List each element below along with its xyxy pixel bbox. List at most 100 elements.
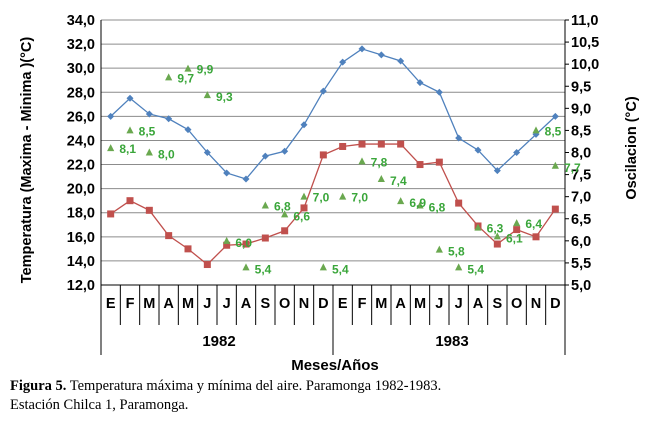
x-category-label: N	[299, 296, 309, 312]
x-category-label: A	[395, 296, 406, 312]
marker-osc	[184, 64, 192, 72]
data-label-osc: 8,5	[545, 124, 562, 138]
x-category-label: A	[163, 296, 174, 312]
data-label-osc: 6,8	[274, 200, 291, 214]
marker-osc	[126, 126, 134, 134]
marker-osc	[339, 192, 347, 200]
marker-osc	[435, 245, 443, 253]
marker-min	[532, 233, 540, 241]
marker-osc	[513, 219, 521, 227]
marker-max	[184, 126, 192, 134]
marker-osc	[223, 236, 231, 244]
marker-min	[319, 151, 327, 159]
y-tick-label: 32,0	[67, 37, 95, 53]
marker-osc	[107, 144, 115, 152]
data-label-osc: 8,1	[119, 142, 136, 156]
data-label-osc: 8,5	[139, 124, 156, 138]
year-label-1983: 1983	[435, 333, 468, 350]
marker-min	[339, 142, 347, 150]
x-category-label: J	[435, 296, 443, 312]
axes	[100, 19, 569, 355]
x-category-label: J	[455, 296, 463, 312]
right-tick-labels: 5,0 5,5 6,0 6,5 7,0 7,5 8,0 8,5 9,0 9,5 10,0 10,5 11…	[571, 13, 599, 294]
series-markers	[107, 45, 559, 271]
marker-max	[455, 134, 463, 142]
marker-min	[416, 161, 424, 169]
marker-osc	[397, 197, 405, 205]
marker-min	[551, 205, 559, 213]
data-label-osc: 7,0	[351, 191, 368, 205]
marker-min	[377, 140, 385, 148]
marker-osc	[377, 175, 385, 182]
y-tick-label: 22,0	[67, 158, 95, 174]
x-category-label: M	[182, 296, 194, 312]
x-category-label: E	[106, 296, 116, 312]
marker-osc	[358, 157, 366, 165]
y-right-tick-label: 9,5	[571, 79, 591, 95]
chart: 12,0 14,0 16,0 18,0 20,0 22,0 24,0 26,0 28,0 30,0…	[19, 13, 640, 374]
marker-min	[261, 234, 269, 242]
y-right-tick-label: 5,0	[571, 278, 591, 294]
x-axis-title: Meses/Años	[291, 357, 379, 374]
marker-max	[300, 121, 308, 129]
marker-min	[126, 197, 134, 205]
data-label-osc: 6,6	[293, 209, 310, 223]
marker-min	[242, 240, 250, 248]
data-label-osc: 5,4	[467, 262, 484, 276]
marker-max	[377, 51, 385, 59]
data-label-osc: 9,3	[216, 90, 233, 104]
marker-max	[165, 115, 173, 123]
x-category-label: F	[126, 296, 135, 312]
data-label-osc: 6,0	[235, 236, 252, 250]
data-label-osc: 5,4	[332, 262, 349, 276]
marker-min	[184, 245, 192, 253]
data-label-osc: 6,4	[525, 217, 542, 231]
marker-osc	[319, 263, 327, 271]
y-right-tick-label: 5,5	[571, 256, 591, 272]
marker-osc	[493, 232, 501, 240]
marker-max	[435, 88, 443, 96]
y-tick-label: 28,0	[67, 85, 95, 101]
y-right-tick-label: 6,0	[571, 234, 591, 250]
marker-osc	[551, 161, 559, 169]
marker-min	[145, 206, 153, 214]
y-right-tick-label: 7,0	[571, 190, 591, 206]
y-tick-label: 20,0	[67, 182, 95, 198]
x-category-label: M	[143, 296, 155, 312]
marker-min	[435, 158, 443, 166]
x-category-label: D	[318, 296, 328, 312]
y-tick-label: 12,0	[67, 278, 95, 294]
marker-osc	[532, 126, 540, 134]
y-axis-title-left: Temperatura (Maxima - Minima )(°C)	[19, 37, 35, 284]
data-label-osc: 8,0	[158, 148, 175, 162]
data-label-osc: 9,9	[197, 63, 214, 77]
marker-max	[223, 169, 231, 177]
y-axis-title-right: Oscilacion (°C)	[624, 96, 640, 199]
marker-osc	[203, 91, 211, 99]
y-right-tick-label: 10,5	[571, 35, 599, 51]
marker-min	[300, 204, 308, 212]
marker-osc	[416, 201, 424, 209]
marker-max	[126, 94, 134, 102]
data-label-osc: 7,8	[371, 155, 388, 169]
marker-max	[242, 175, 250, 183]
gridlines	[101, 19, 565, 286]
marker-osc	[145, 148, 153, 156]
marker-min	[358, 140, 366, 148]
marker-osc	[455, 263, 463, 271]
y-tick-label: 34,0	[67, 13, 95, 29]
x-category-label: N	[531, 296, 541, 312]
marker-min	[223, 241, 231, 249]
x-category-label: S	[260, 296, 270, 312]
year-label-1982: 1982	[202, 333, 235, 350]
marker-max	[358, 45, 366, 53]
marker-max	[261, 152, 269, 160]
marker-osc	[300, 192, 308, 200]
data-label-osc: 9,7	[177, 71, 194, 85]
marker-max	[493, 167, 501, 175]
x-category-label: J	[203, 296, 211, 312]
data-label-osc: 6,1	[506, 231, 523, 245]
x-category-label: E	[338, 296, 348, 312]
x-category-label: A	[473, 296, 484, 312]
